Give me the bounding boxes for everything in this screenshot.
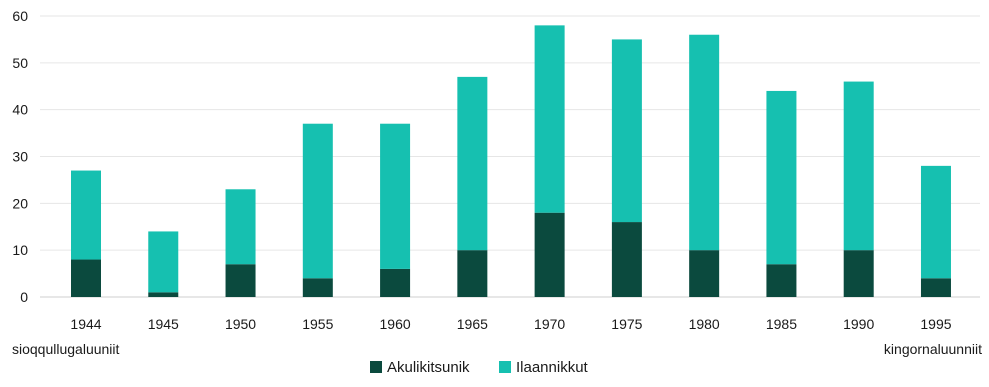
y-tick-label-40: 40	[12, 102, 28, 118]
x-tick-label-1960: 1960	[380, 316, 411, 332]
annotation-right: kingornaluunniit	[884, 341, 982, 357]
bar-1995-ilaannikkut	[920, 165, 951, 279]
bar-1970-akulikitsunik	[534, 212, 565, 297]
y-tick-label-10: 10	[12, 242, 28, 258]
bar-1960-akulikitsunik	[380, 268, 411, 297]
legend-label-ilaannikkut: Ilaannikkut	[516, 359, 589, 376]
bar-1945-ilaannikkut	[148, 231, 179, 293]
y-tick-label-50: 50	[12, 55, 28, 71]
x-tick-label-1990: 1990	[843, 316, 874, 332]
x-tick-label-1995: 1995	[920, 316, 951, 332]
x-tick-label-1955: 1955	[302, 316, 333, 332]
bar-1955-akulikitsunik	[302, 278, 333, 297]
bar-1980-ilaannikkut	[689, 34, 720, 251]
bar-1975-akulikitsunik	[611, 222, 642, 297]
bar-1945-akulikitsunik	[148, 292, 179, 297]
x-tick-label-1980: 1980	[689, 316, 720, 332]
x-axis-ticks: 1944 1945 1950 1955 1960 1965 1970 1975 1980 1985…	[70, 316, 951, 332]
bar-1990-ilaannikkut	[843, 81, 874, 251]
x-tick-label-1985: 1985	[766, 316, 797, 332]
bar-1950-ilaannikkut	[225, 189, 256, 265]
y-axis-ticks: 0 10 20 30 40 50 60	[12, 8, 28, 305]
y-tick-label-60: 60	[12, 8, 28, 24]
y-tick-label-20: 20	[12, 195, 28, 211]
bar-1970-ilaannikkut	[534, 25, 565, 213]
bar-1944-ilaannikkut	[71, 170, 101, 260]
bar-1975-ilaannikkut	[611, 39, 642, 223]
bars	[71, 25, 951, 297]
bar-1985-ilaannikkut	[766, 90, 797, 265]
bar-1955-ilaannikkut	[302, 123, 333, 279]
x-tick-label-1944: 1944	[70, 316, 101, 332]
bar-1965-akulikitsunik	[457, 250, 488, 297]
bar-1990-akulikitsunik	[843, 250, 874, 297]
legend-swatch-akulikitsunik	[370, 361, 382, 373]
grid-lines	[40, 15, 980, 251]
bar-1995-akulikitsunik	[920, 278, 951, 297]
legend-swatch-ilaannikkut	[499, 361, 511, 373]
bar-1985-akulikitsunik	[766, 264, 797, 297]
bar-1965-ilaannikkut	[457, 76, 488, 251]
legend-label-akulikitsunik: Akulikitsunik	[387, 359, 470, 376]
bar-1980-akulikitsunik	[689, 250, 720, 297]
bar-1944-akulikitsunik	[71, 259, 101, 297]
bar-1950-akulikitsunik	[225, 264, 256, 297]
legend: Akulikitsunik Ilaannikkut	[370, 359, 589, 376]
bar-1960-ilaannikkut	[380, 123, 411, 269]
x-tick-label-1950: 1950	[225, 316, 256, 332]
y-tick-label-30: 30	[12, 149, 28, 165]
y-tick-label-0: 0	[20, 289, 28, 305]
annotation-left: sioqqullugaluuniit	[12, 341, 120, 357]
x-tick-label-1945: 1945	[148, 316, 179, 332]
x-tick-label-1970: 1970	[534, 316, 565, 332]
x-tick-label-1975: 1975	[611, 316, 642, 332]
x-tick-label-1965: 1965	[457, 316, 488, 332]
